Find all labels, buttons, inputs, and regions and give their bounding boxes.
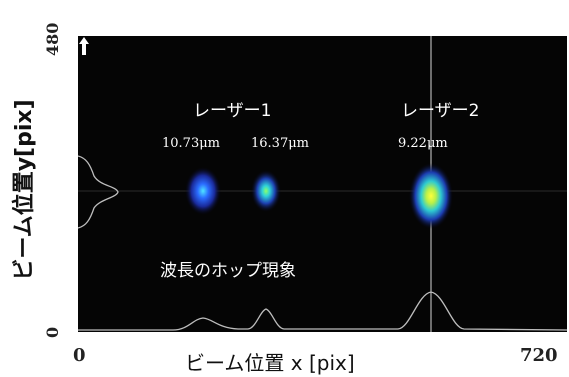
beam-spot-laser2 bbox=[409, 163, 453, 229]
x-tick-left: 0 bbox=[73, 345, 86, 366]
x-tick-right: 720 bbox=[520, 345, 558, 366]
x-axis-label: ビーム位置 x [pix] bbox=[185, 351, 355, 375]
spot-width-3: 9.22μm bbox=[398, 136, 448, 151]
up-arrow-icon bbox=[79, 37, 89, 55]
wavelength-hop-label: 波長のホップ現象 bbox=[160, 261, 296, 281]
spot-width-1: 10.73μm bbox=[162, 136, 220, 151]
laser1-label: レーザー1 bbox=[193, 101, 272, 121]
vertical-intensity-profile bbox=[78, 155, 119, 229]
beam-image: レーザー1 レーザー2 10.73μm 16.37μm 9.22μm 波長のホッ… bbox=[78, 36, 567, 332]
horizontal-intensity-profile bbox=[78, 291, 567, 331]
beam-spot-laser1-b bbox=[251, 170, 281, 212]
spot-width-2: 16.37μm bbox=[251, 136, 309, 151]
y-tick-top: 480 bbox=[43, 22, 62, 56]
laser2-label: レーザー2 bbox=[401, 101, 480, 121]
beam-spot-laser1-a bbox=[185, 167, 221, 215]
beam-image-canvas bbox=[78, 36, 567, 332]
y-axis-label: ビーム位置y[pix] bbox=[12, 99, 37, 281]
y-tick-bottom: 0 bbox=[43, 326, 62, 338]
